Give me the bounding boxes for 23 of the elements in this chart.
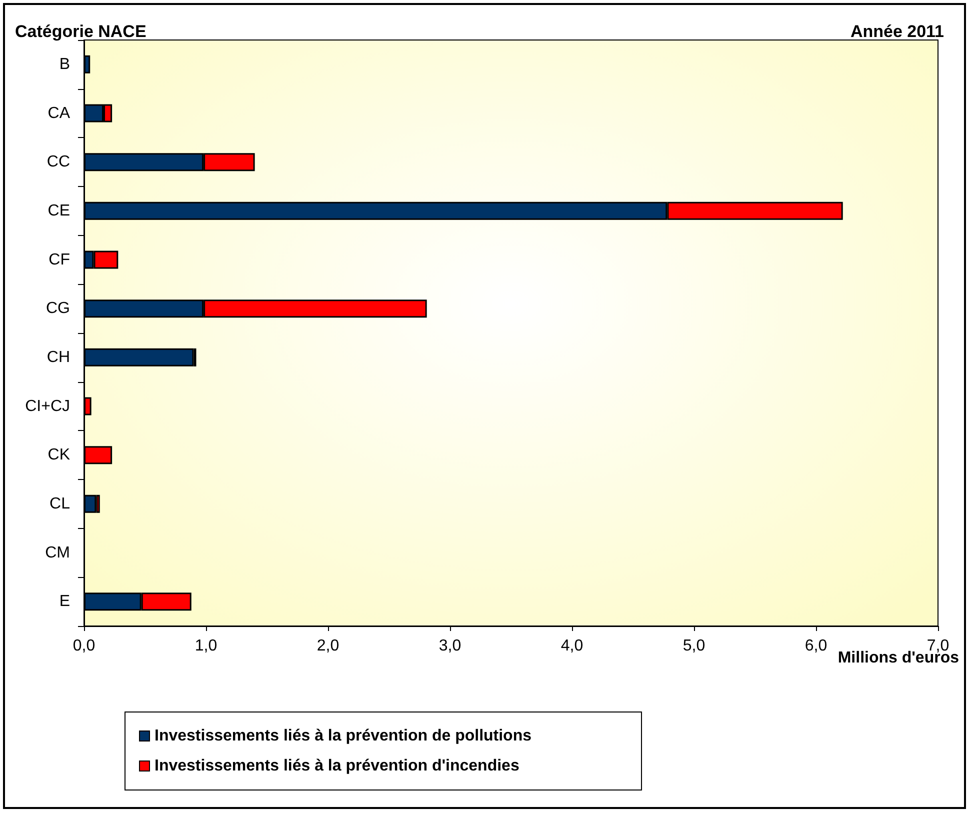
x-tick-label: 6,0 <box>804 638 828 654</box>
legend-label: Investissements liés à la prévention d'incendies <box>154 758 520 774</box>
y-tick-label: CL <box>50 495 70 512</box>
y-tick-label: CM <box>45 544 70 562</box>
y-tick-label: CH <box>46 348 70 366</box>
y-tick-label: CA <box>48 104 70 122</box>
y-tick-label: CC <box>46 154 70 171</box>
x-tick-label: 0,0 <box>72 638 96 654</box>
x-tick-label: 4,0 <box>560 638 584 654</box>
x-tick-label: 1,0 <box>194 638 218 654</box>
y-tick-label: CI+CJ <box>25 398 70 415</box>
legend-label: Investissements liés à la prévention de pollutions <box>154 728 532 744</box>
y-tick-label: CE <box>48 202 70 220</box>
y-tick-label: B <box>59 56 70 73</box>
y-tick-label: CK <box>48 446 70 464</box>
y-tick-label: CF <box>48 251 70 268</box>
chart-title: Catégorie NACE <box>15 22 146 41</box>
x-tick-label: 5,0 <box>682 638 706 654</box>
x-tick-label: 3,0 <box>438 638 462 654</box>
y-tick-label: CG <box>46 300 70 318</box>
y-tick-label: E <box>59 593 70 610</box>
chart-subtitle: Année 2011 <box>850 22 944 41</box>
x-tick-label: 2,0 <box>316 638 340 654</box>
